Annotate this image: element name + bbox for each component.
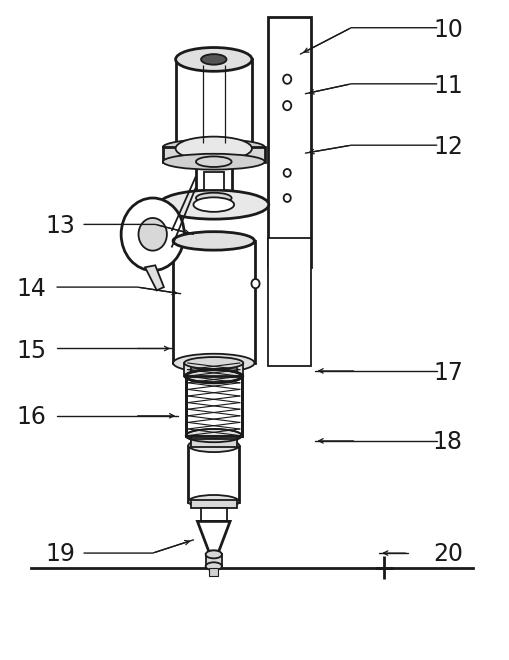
- Polygon shape: [145, 265, 164, 290]
- Text: 19: 19: [45, 543, 75, 566]
- Bar: [186, 376, 242, 436]
- Bar: [191, 439, 237, 447]
- Ellipse shape: [184, 370, 243, 382]
- Ellipse shape: [173, 232, 254, 250]
- Ellipse shape: [196, 156, 232, 167]
- Bar: [163, 147, 265, 162]
- Ellipse shape: [201, 54, 227, 65]
- Bar: [204, 172, 224, 190]
- Ellipse shape: [283, 75, 291, 84]
- Ellipse shape: [163, 139, 265, 155]
- Text: 12: 12: [433, 135, 463, 158]
- Text: 18: 18: [433, 430, 463, 454]
- Bar: [186, 376, 242, 436]
- Ellipse shape: [206, 550, 222, 558]
- Bar: [268, 238, 311, 366]
- Bar: [191, 500, 237, 508]
- Text: 17: 17: [433, 361, 463, 385]
- Bar: [184, 363, 243, 376]
- Ellipse shape: [206, 562, 222, 570]
- Text: 10: 10: [433, 18, 463, 42]
- Ellipse shape: [196, 193, 232, 203]
- Ellipse shape: [184, 357, 243, 369]
- Ellipse shape: [186, 370, 242, 383]
- Bar: [191, 366, 237, 376]
- Text: 11: 11: [433, 74, 463, 98]
- Ellipse shape: [121, 198, 184, 271]
- Ellipse shape: [188, 439, 239, 452]
- Polygon shape: [197, 521, 230, 551]
- Bar: [209, 568, 218, 576]
- Bar: [206, 554, 222, 566]
- Text: 16: 16: [17, 405, 46, 429]
- Ellipse shape: [284, 194, 291, 202]
- Ellipse shape: [173, 354, 254, 372]
- Ellipse shape: [176, 137, 252, 160]
- Text: 20: 20: [433, 543, 463, 566]
- Ellipse shape: [186, 429, 242, 442]
- Bar: [196, 162, 232, 198]
- Ellipse shape: [138, 218, 167, 251]
- Ellipse shape: [176, 48, 252, 71]
- Bar: [191, 436, 237, 446]
- Text: 13: 13: [45, 214, 75, 238]
- Text: 14: 14: [17, 277, 46, 301]
- Bar: [201, 508, 227, 521]
- Bar: [268, 16, 311, 267]
- Bar: [176, 59, 252, 148]
- Ellipse shape: [193, 197, 234, 212]
- Ellipse shape: [159, 190, 269, 219]
- Ellipse shape: [163, 154, 265, 170]
- Ellipse shape: [283, 101, 291, 110]
- Bar: [188, 446, 239, 502]
- Ellipse shape: [188, 495, 239, 508]
- Text: 15: 15: [16, 339, 47, 363]
- Ellipse shape: [251, 279, 260, 288]
- Ellipse shape: [284, 169, 291, 177]
- Bar: [173, 241, 254, 363]
